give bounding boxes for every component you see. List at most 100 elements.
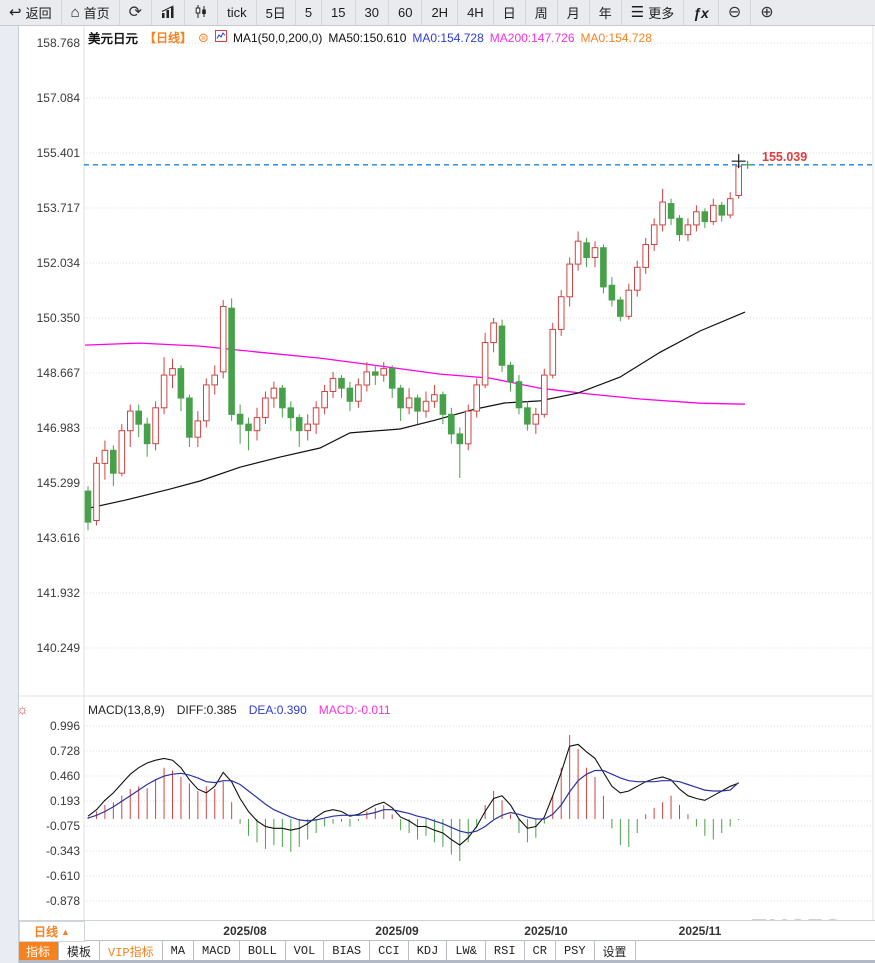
tab-indicator[interactable]: 指标 <box>18 941 60 961</box>
macd-axis-label: -0.075 <box>45 819 80 833</box>
price-gridlines <box>84 42 873 649</box>
formula-button[interactable]: ƒx <box>683 0 718 25</box>
symbol-name: 美元日元 <box>88 32 139 46</box>
tab-boll[interactable]: BOLL <box>240 941 286 961</box>
macd-dea-value: DEA:0.390 <box>248 703 307 717</box>
interval-5m-button[interactable]: 5 <box>294 0 321 25</box>
back-icon: ↩ <box>9 4 22 21</box>
macd-macd-value: MACD:-0.011 <box>318 703 391 717</box>
interval-year-button[interactable]: 年 <box>588 0 621 25</box>
back-button[interactable]: ↩ 返回 <box>0 0 61 25</box>
more-label: 更多 <box>648 6 675 21</box>
back-label: 返回 <box>25 6 52 21</box>
tab-rsi[interactable]: RSI <box>486 941 525 961</box>
refresh-icon: ⟳ <box>128 3 143 21</box>
price-axis-label: 157.084 <box>36 91 80 105</box>
tab-kdj[interactable]: KDJ <box>409 941 448 961</box>
tab-psy[interactable]: PSY <box>556 941 595 961</box>
menu-icon: ☰ <box>630 4 645 21</box>
tab-vol[interactable]: VOL <box>286 941 325 961</box>
macd-axis-label: 0.996 <box>49 719 80 733</box>
ma-settings-text: MA1(50,0,200,0) <box>232 30 323 45</box>
home-button[interactable]: ⌂ 首页 <box>60 0 119 25</box>
refresh-button[interactable]: ⟳ <box>118 0 151 25</box>
ma50-value: MA50:150.610 <box>328 30 407 45</box>
current-price-label: 155.039 <box>762 150 808 164</box>
price-axis-label: 152.034 <box>36 256 80 270</box>
macd-axis-label: 0.193 <box>49 794 80 808</box>
price-axis-label: 140.249 <box>36 641 80 655</box>
zoom-out-icon: ⊖ <box>727 3 742 21</box>
tab-template[interactable]: 模板 <box>59 941 101 961</box>
interval-5d-button[interactable]: 5日 <box>255 0 295 25</box>
price-axis-label: 148.667 <box>36 366 80 380</box>
interval-week-button[interactable]: 周 <box>524 0 557 25</box>
watch-toggle-icon[interactable]: ⊜ <box>198 29 209 45</box>
bar-chart-view-button[interactable] <box>151 0 184 25</box>
crosshair <box>731 154 752 169</box>
macd-axis-label: -0.878 <box>45 894 80 908</box>
interval-4h-button[interactable]: 4H <box>457 0 493 25</box>
interval-30m-button[interactable]: 30 <box>354 0 388 25</box>
sidebar <box>0 25 19 963</box>
tab-cci[interactable]: CCI <box>370 941 409 961</box>
interval-2h-button[interactable]: 2H <box>421 0 457 25</box>
chart-logo-icon <box>214 30 227 45</box>
plot-borders <box>18 26 874 920</box>
ma50-line <box>84 311 746 510</box>
tab-ma[interactable]: MA <box>163 941 195 961</box>
price-axis-label: 141.932 <box>36 586 80 600</box>
more-button[interactable]: ☰ 更多 <box>620 0 683 25</box>
fx-icon: ƒx <box>693 4 709 21</box>
ma200-line <box>84 342 746 405</box>
period-selector-label: 日线 <box>34 925 59 939</box>
candlestick-series <box>84 161 743 531</box>
window-bottom-edge <box>0 960 875 963</box>
tab-lw[interactable]: LW& <box>447 941 486 961</box>
price-axis-label: 146.983 <box>36 421 80 435</box>
macd-axis-label: 0.728 <box>49 744 80 758</box>
tab-macd[interactable]: MACD <box>194 941 240 961</box>
macd-axis-label: -0.343 <box>45 844 80 858</box>
price-axis-label: 155.401 <box>36 146 80 160</box>
x-axis-strip: 2025/08 2025/09 2025/10 2025/11 <box>18 920 875 941</box>
tab-bias[interactable]: BIAS <box>324 941 371 961</box>
tab-cr[interactable]: CR <box>525 941 556 961</box>
ma200-value: MA200:147.726 <box>489 30 575 45</box>
candlestick-icon <box>194 4 208 21</box>
price-axis-label: 158.768 <box>36 36 80 50</box>
period-selector-dropdown[interactable]: 日线 ▲ <box>19 921 85 942</box>
macd-dea-line <box>87 769 739 834</box>
interval-day-button[interactable]: 日 <box>492 0 525 25</box>
x-axis-month: 2025/08 <box>223 924 267 938</box>
price-axis-label: 145.299 <box>36 476 80 490</box>
price-axis-label: 153.717 <box>36 201 80 215</box>
tab-settings[interactable]: 设置 <box>595 941 636 961</box>
interval-15m-button[interactable]: 15 <box>321 0 354 25</box>
interval-tick-button[interactable]: tick <box>217 0 256 25</box>
period-badge: 【日线】 <box>144 31 193 45</box>
macd-diff-line <box>87 743 739 846</box>
macd-header: MACD(13,8,9) DIFF:0.385 DEA:0.390 MACD:-… <box>88 703 391 717</box>
macd-formula: MACD(13,8,9) <box>88 703 165 717</box>
home-icon: ⌂ <box>70 4 80 21</box>
zoom-in-button[interactable]: ⊕ <box>750 0 782 25</box>
indicator-tab-bar: 指标 模板 VIP指标 MA MACD BOLL VOL BIAS CCI KD… <box>18 940 875 961</box>
tab-vip-indicator[interactable]: VIP指标 <box>100 941 163 961</box>
x-axis-month: 2025/09 <box>375 924 419 938</box>
macd-histogram <box>87 735 740 861</box>
macd-axis-label: -0.610 <box>45 869 80 883</box>
candlestick-view-button[interactable] <box>184 0 217 25</box>
interval-60m-button[interactable]: 60 <box>387 0 421 25</box>
macd-axis-label: 0.460 <box>49 769 80 783</box>
bar-chart-icon <box>161 4 175 21</box>
zoom-in-icon: ⊕ <box>760 3 774 21</box>
macd-settings-gear-icon[interactable]: ☼ <box>16 701 29 717</box>
zoom-out-button[interactable]: ⊖ <box>717 0 750 25</box>
toolbar: ↩ 返回 ⌂ 首页 ⟳ tick 5日 5 15 30 60 2H 4H 日 周 <box>0 0 875 26</box>
interval-month-button[interactable]: 月 <box>556 0 589 25</box>
home-label: 首页 <box>83 6 110 21</box>
macd-diff-value: DIFF:0.385 <box>176 703 237 717</box>
